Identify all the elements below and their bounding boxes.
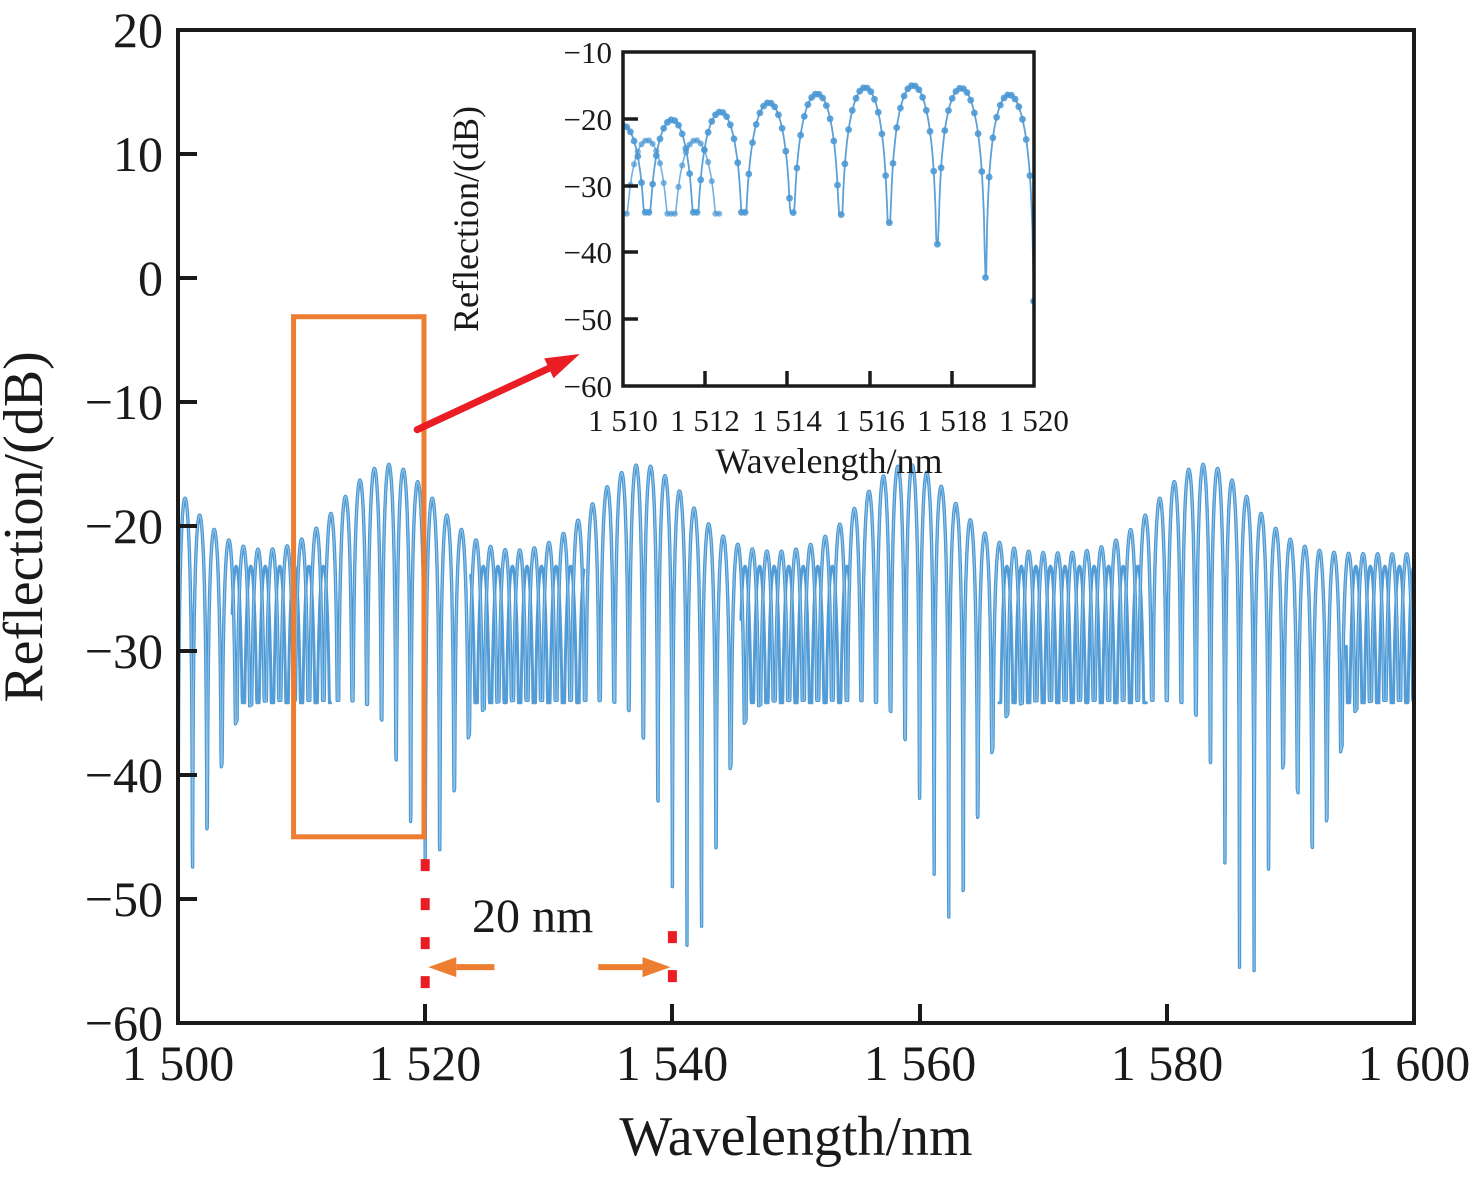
x-tick-label: 1 514 bbox=[752, 403, 822, 438]
main-spectrum-curve bbox=[178, 462, 1414, 973]
y-tick-label: −60 bbox=[85, 995, 163, 1051]
inset-x-axis-title: Wavelength/nm bbox=[715, 441, 942, 481]
highlight-rect bbox=[291, 314, 427, 840]
x-tick-label: 1 510 bbox=[588, 403, 658, 438]
main-y-tick-labels: 20 10 0 −10 −20 −30 −40 −50 −60 bbox=[85, 2, 163, 1051]
main-y-axis-title: Reflection/(dB) bbox=[0, 351, 55, 702]
y-tick-label: 20 bbox=[113, 2, 163, 58]
y-tick-label: 0 bbox=[138, 250, 163, 306]
y-tick-label: −50 bbox=[85, 871, 163, 927]
x-tick-label: 1 600 bbox=[1358, 1035, 1471, 1091]
inset-plot: 1 510 1 512 1 514 1 516 1 518 1 520 −10 … bbox=[446, 35, 1069, 481]
x-tick-label: 1 560 bbox=[864, 1035, 977, 1091]
y-tick-label: −30 bbox=[564, 169, 612, 204]
main-x-axis-title: Wavelength/nm bbox=[619, 1106, 972, 1168]
y-tick-label: −10 bbox=[85, 374, 163, 430]
y-tick-label: −60 bbox=[564, 369, 612, 404]
x-tick-label: 1 540 bbox=[616, 1035, 729, 1091]
x-tick-label: 1 518 bbox=[917, 403, 987, 438]
main-axis-ticks bbox=[178, 152, 1169, 1023]
y-tick-label: −30 bbox=[85, 623, 163, 679]
inset-y-axis-title: Reflection/(dB) bbox=[446, 106, 486, 332]
main-x-tick-labels: 1 500 1 520 1 540 1 560 1 580 1 600 bbox=[122, 1035, 1471, 1091]
inset-y-tick-labels: −10 −20 −30 −40 −50 −60 bbox=[564, 35, 612, 404]
inset-x-tick-labels: 1 510 1 512 1 514 1 516 1 518 1 520 bbox=[588, 403, 1069, 438]
x-tick-label: 1 516 bbox=[835, 403, 905, 438]
x-tick-label: 1 580 bbox=[1111, 1035, 1224, 1091]
x-tick-label: 1 520 bbox=[999, 403, 1069, 438]
span-arrows-icon bbox=[428, 957, 671, 978]
y-tick-label: 10 bbox=[113, 126, 163, 182]
y-tick-label: −40 bbox=[564, 235, 612, 270]
x-tick-label: 1 520 bbox=[369, 1035, 482, 1091]
x-tick-label: 1 512 bbox=[670, 403, 740, 438]
annotation-layer: 20 nm bbox=[291, 314, 677, 1014]
span-label: 20 nm bbox=[472, 890, 593, 943]
y-tick-label: −10 bbox=[564, 35, 612, 70]
y-tick-label: −20 bbox=[564, 102, 612, 137]
y-tick-label: −40 bbox=[85, 747, 163, 803]
y-tick-label: −50 bbox=[564, 302, 612, 337]
inset-spectrum-curve bbox=[623, 82, 1034, 305]
wavelength-marker-dashed-lines bbox=[420, 859, 677, 1014]
inset-plot-frame bbox=[621, 50, 1036, 388]
x-tick-label: 1 500 bbox=[122, 1035, 235, 1091]
y-tick-label: −20 bbox=[85, 498, 163, 554]
inset-axis-ticks bbox=[623, 117, 954, 386]
zoom-arrow-icon bbox=[413, 353, 580, 434]
